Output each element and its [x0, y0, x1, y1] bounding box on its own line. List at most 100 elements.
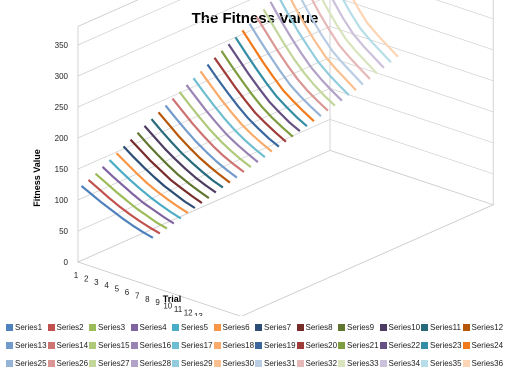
- gridline: [77, 150, 494, 263]
- legend-item: Series14: [47, 340, 90, 350]
- legend-label: Series24: [471, 340, 504, 350]
- series-line-series24: [241, 29, 315, 123]
- series-line-series1: [80, 185, 154, 239]
- legend-swatch: [379, 323, 387, 331]
- series-line-series14: [171, 97, 245, 173]
- series-line-series31: [300, 0, 364, 86]
- legend-swatch: [89, 323, 96, 331]
- series-line-series33: [321, 0, 378, 75]
- legend-label: Series3: [98, 322, 126, 332]
- series-line-series23: [234, 36, 308, 128]
- series-line-series34: [331, 0, 385, 69]
- series-line-series6: [115, 152, 189, 214]
- floor-outline: [76, 149, 495, 316]
- legend-item: Series33: [338, 359, 380, 368]
- chart-series-group: [80, 0, 399, 239]
- legend-item: Series5: [172, 323, 214, 332]
- legend-swatch: [379, 359, 387, 367]
- x-tick-label: 10: [163, 302, 172, 311]
- legend-swatch: [172, 359, 179, 367]
- legend-label: Series4: [139, 322, 167, 332]
- legend-swatch: [89, 341, 96, 349]
- series-line-series29: [279, 0, 350, 96]
- legend-swatch: [47, 323, 55, 331]
- legend-item: Series10: [379, 323, 422, 332]
- legend-item: Series6: [213, 322, 256, 332]
- legend-swatch: [462, 359, 470, 367]
- x-tick-label: 4: [104, 281, 109, 290]
- legend-swatch: [213, 341, 221, 349]
- legend-swatch: [172, 341, 179, 349]
- legend-swatch: [338, 323, 345, 331]
- legend-item: Series11: [421, 323, 463, 332]
- series-line-series15: [178, 91, 252, 168]
- legend-swatch: [213, 323, 221, 331]
- legend-label: Series25: [15, 358, 47, 368]
- series-line-series35: [342, 0, 392, 64]
- y-tick-label: 100: [55, 196, 69, 205]
- x-tick-label: 6: [125, 288, 130, 297]
- legend-label: Series14: [56, 340, 89, 350]
- legend-label: Series16: [139, 340, 172, 350]
- legend-swatch: [6, 359, 13, 367]
- legend-item: Series1: [6, 323, 48, 332]
- legend-swatch: [89, 359, 96, 367]
- legend-item: Series4: [130, 322, 173, 332]
- legend-label: Series6: [222, 322, 250, 332]
- x-tick-label: 13: [194, 312, 203, 316]
- y-tick-label: 200: [55, 134, 69, 143]
- series-line-series5: [108, 159, 182, 220]
- series-line-series4: [101, 165, 175, 225]
- series-line-series8: [129, 138, 203, 204]
- x-tick-label: 12: [184, 308, 193, 316]
- legend-label: Series19: [264, 340, 296, 350]
- series-line-series21: [220, 50, 294, 138]
- series-line-series30: [290, 0, 357, 91]
- legend-item: Series29: [172, 359, 214, 368]
- legend-label: Series21: [347, 340, 379, 350]
- legend-label: Series8: [305, 322, 333, 332]
- legend-label: Series2: [56, 322, 84, 332]
- x-tick-label: 3: [94, 278, 99, 287]
- legend-swatch: [6, 323, 13, 331]
- legend-item: Series3: [89, 323, 131, 332]
- legend-item: Series24: [462, 340, 505, 350]
- legend-item: Series31: [255, 359, 297, 368]
- legend-item: Series18: [213, 341, 256, 350]
- series-line-series26: [255, 16, 329, 112]
- gridline: [77, 26, 494, 139]
- legend-item: Series12: [462, 322, 505, 332]
- legend-swatch: [421, 359, 428, 367]
- legend-swatch: [130, 359, 138, 367]
- gridline: [77, 57, 494, 170]
- gridline: [77, 0, 181, 46]
- y-tick-label: 150: [55, 165, 69, 174]
- x-tick-labels: 1234567891011121314151617: [74, 271, 214, 316]
- x-tick-label: 2: [84, 274, 89, 283]
- legend-item: Series25: [6, 359, 48, 368]
- legend-item: Series16: [130, 340, 173, 350]
- legend-item: Series23: [421, 341, 463, 350]
- legend-label: Series35: [430, 358, 462, 368]
- legend-label: Series31: [264, 358, 296, 368]
- x-tick-label: 14: [204, 315, 213, 316]
- series-line-series11: [150, 118, 224, 189]
- y-tick-label: 250: [55, 103, 69, 112]
- legend-swatch: [6, 341, 13, 349]
- legend-label: Series26: [56, 358, 89, 368]
- series-line-series18: [199, 70, 273, 153]
- legend-label: Series12: [471, 322, 504, 332]
- legend-swatch: [462, 323, 470, 331]
- legend-item: Series32: [296, 359, 339, 368]
- legend-row: Series1 Series2 Series3 Series4 Series5 Serie…: [6, 318, 506, 336]
- legend-label: Series15: [98, 340, 130, 350]
- y-tick-labels: 0 50 100 150 200 250 300 350: [55, 41, 69, 267]
- x-tick-label: 11: [174, 305, 183, 314]
- legend-swatch: [296, 323, 304, 331]
- legend-label: Series29: [181, 358, 213, 368]
- legend-swatch: [421, 341, 428, 349]
- series-line-series13: [164, 104, 238, 179]
- series-line-series16: [185, 84, 259, 163]
- series-line-series9: [136, 131, 210, 199]
- legend-item: Series15: [89, 341, 131, 350]
